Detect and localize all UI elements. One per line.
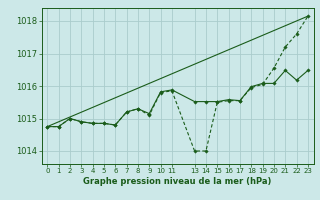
X-axis label: Graphe pression niveau de la mer (hPa): Graphe pression niveau de la mer (hPa) bbox=[84, 177, 272, 186]
